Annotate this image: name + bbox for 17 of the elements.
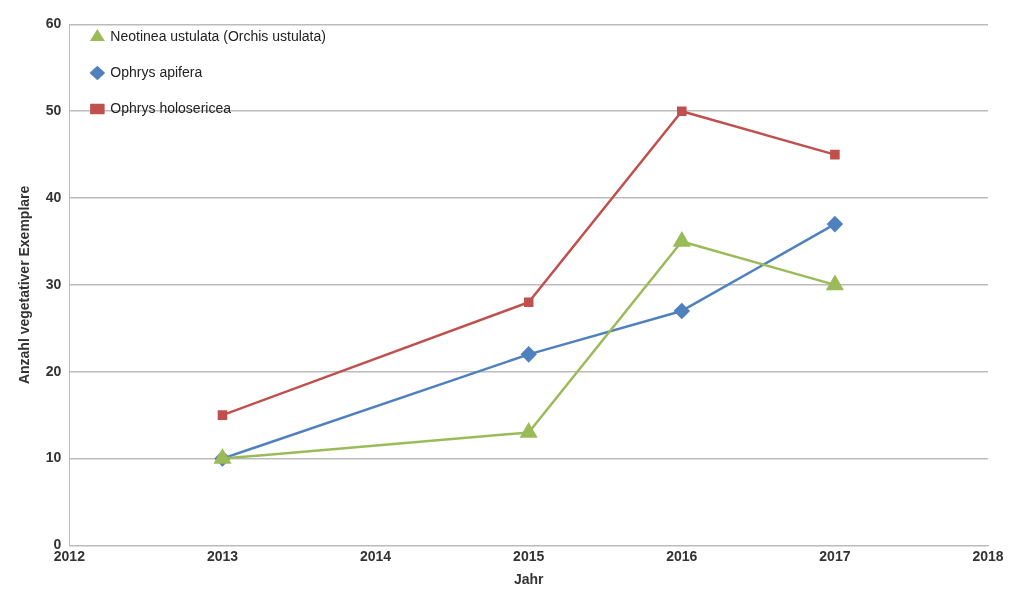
y-tick-label: 40: [45, 188, 62, 205]
y-axis-title: Anzahl vegetativer Exemplare: [16, 185, 33, 385]
y-tick-label: 20: [45, 362, 62, 379]
legend-label: Ophrys holosericea: [110, 99, 232, 116]
legend-label: Neotinea ustulata (Orchis ustulata): [110, 27, 326, 44]
x-tick-label: 2016: [666, 547, 698, 564]
y-tick-label: 30: [45, 275, 62, 292]
x-tick-label: 2015: [513, 547, 545, 564]
x-tick-label: 2017: [819, 547, 851, 564]
y-tick-label: 50: [45, 102, 62, 119]
x-tick-label: 2013: [206, 547, 239, 564]
y-tick-label: 60: [45, 15, 62, 32]
legend-label: Ophrys apifera: [110, 63, 203, 80]
x-tick-label: 2018: [972, 547, 1004, 564]
x-tick-label: 2014: [360, 547, 392, 564]
x-axis-title: Jahr: [513, 571, 545, 588]
y-tick-label: 10: [45, 449, 62, 466]
